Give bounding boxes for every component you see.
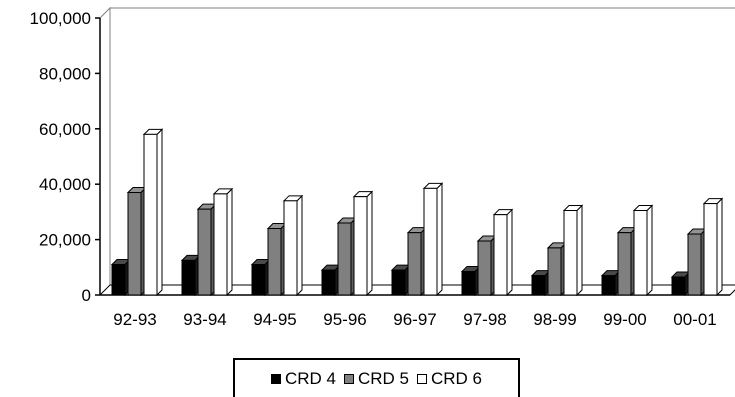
- bar-crd5: [547, 247, 562, 296]
- bar-crd5: [477, 240, 492, 296]
- x-tick-label: 96-97: [393, 310, 436, 329]
- bar-side-crd6: [436, 182, 443, 297]
- bar-side-crd6: [366, 190, 373, 297]
- chart-legend: CRD 4 CRD 5 CRD 6: [233, 358, 520, 397]
- legend-label-crd6: CRD 6: [431, 368, 483, 388]
- bar-crd5: [267, 228, 282, 296]
- bar-crd6: [493, 214, 508, 296]
- left-wall: [99, 6, 111, 295]
- y-tick-label: 60,000: [39, 120, 91, 139]
- bar-side-crd6: [156, 128, 163, 297]
- y-tick-label: 40,000: [39, 175, 91, 194]
- y-tick-label: 100,000: [30, 9, 91, 28]
- bar-side-crd6: [646, 204, 653, 297]
- y-tick-label: 20,000: [39, 231, 91, 250]
- bar-crd6: [213, 193, 228, 296]
- bar-crd4: [111, 264, 126, 296]
- legend-label-crd5: CRD 5: [357, 368, 409, 388]
- x-tick-label: 93-94: [183, 310, 226, 329]
- bar-side-crd6: [226, 187, 233, 297]
- bar-crd5: [337, 222, 352, 296]
- bar-crd5: [687, 233, 702, 296]
- bar-crd6: [633, 210, 648, 296]
- legend-swatch-crd6: [417, 373, 427, 384]
- bar-crd6: [423, 187, 438, 296]
- y-tick-label: 0: [82, 286, 91, 305]
- legend-item-crd6: CRD 6: [417, 369, 482, 389]
- x-tick-label: 00-01: [673, 310, 716, 329]
- bar-crd6: [283, 200, 298, 296]
- legend-label-crd4: CRD 4: [284, 368, 336, 388]
- bar-side-crd6: [716, 197, 723, 297]
- legend-item-crd5: CRD 5: [343, 368, 409, 389]
- bar-crd4: [531, 275, 546, 296]
- x-tick-label: 95-96: [323, 310, 366, 329]
- x-tick-label: 98-99: [533, 310, 576, 329]
- bar-crd4: [251, 264, 266, 296]
- bar-crd4: [601, 275, 616, 296]
- bar-crd6: [563, 210, 578, 296]
- x-tick-label: 92-93: [113, 310, 156, 329]
- bar-side-crd6: [576, 204, 583, 297]
- bar-crd4: [671, 276, 686, 296]
- bar-crd4: [391, 269, 406, 296]
- y-tick-label: 80,000: [39, 64, 91, 83]
- legend-item-crd4: CRD 4: [270, 368, 336, 389]
- x-tick-label: 94-95: [253, 310, 296, 329]
- bar-crd6: [143, 133, 158, 296]
- bar-crd5: [617, 232, 632, 296]
- bar-side-crd6: [506, 208, 513, 297]
- bar-crd5: [407, 232, 422, 296]
- legend-swatch-crd4: [270, 373, 281, 384]
- x-tick-label: 99-00: [603, 310, 646, 329]
- chart-labels: 0 20,000 40,000 60,000 80,000 100,000 92-93 93-…: [30, 9, 717, 329]
- bar-crd4: [181, 259, 196, 296]
- bar-crd5: [197, 208, 212, 296]
- bar-crd4: [461, 270, 476, 296]
- bar-crd6: [353, 196, 368, 296]
- bar-crd5: [127, 192, 142, 296]
- bar-crd4: [321, 269, 336, 296]
- bar-side-crd6: [296, 194, 303, 297]
- legend-swatch-crd5: [343, 373, 354, 384]
- chart-bars: [110, 128, 724, 297]
- bar-crd6: [703, 203, 718, 296]
- x-tick-label: 97-98: [463, 310, 506, 329]
